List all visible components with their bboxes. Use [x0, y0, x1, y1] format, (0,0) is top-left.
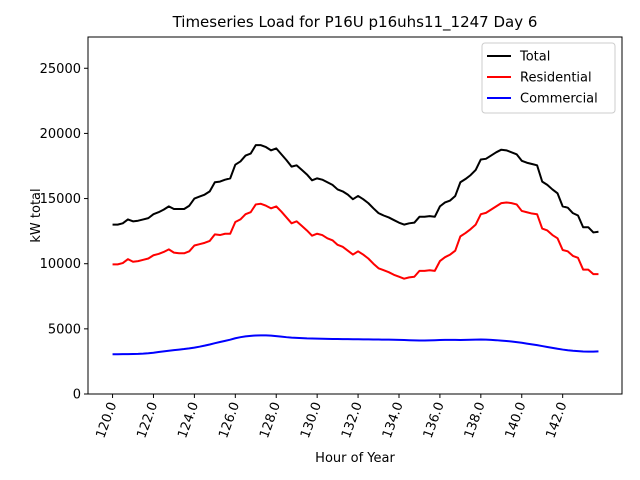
series-line-commercial — [112, 334, 599, 356]
series-line-total — [112, 144, 599, 234]
legend-box — [481, 42, 616, 114]
y-tick-label: 25000 — [40, 62, 81, 77]
axes-frame — [87, 36, 623, 395]
legend-label-residential: Residential — [520, 71, 592, 86]
series-line-residential — [112, 201, 599, 280]
series-group — [112, 144, 599, 356]
chart-title: Timeseries Load for P16U p16uhs11_1247 D… — [172, 13, 538, 32]
y-tick-label: 20000 — [40, 127, 81, 142]
legend-label-total: Total — [519, 50, 550, 65]
legend: Total Residential Commercial — [481, 42, 616, 114]
y-tick-label: 5000 — [48, 322, 81, 337]
legend-label-commercial: Commercial — [520, 92, 598, 107]
x-axis-label: Hour of Year — [315, 451, 395, 466]
y-axis-label: kW total — [29, 188, 44, 242]
y-axis: 0 5000 10000 15000 20000 25000 — [40, 62, 88, 403]
y-tick-label: 10000 — [40, 257, 81, 272]
y-tick-label: 0 — [73, 388, 81, 403]
y-tick-label: 15000 — [40, 192, 81, 207]
